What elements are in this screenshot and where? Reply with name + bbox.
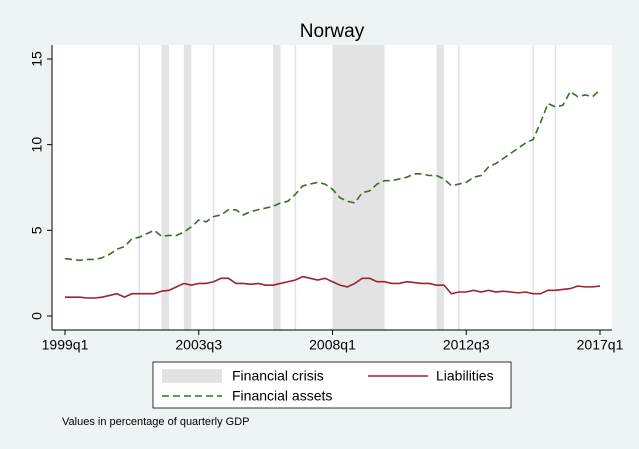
crisis-band (212, 45, 215, 330)
crisis-band (294, 45, 297, 330)
legend-swatch (162, 369, 222, 383)
line-series (65, 275, 601, 299)
legend-label: Financial crisis (232, 368, 324, 384)
x-tick-label: 2003q3 (175, 337, 222, 353)
crisis-band (332, 45, 385, 330)
crisis-band (532, 45, 534, 330)
crisis-band (436, 45, 444, 330)
crisis-band (273, 45, 281, 330)
crisis-band (183, 45, 192, 330)
crisis-band (554, 45, 557, 330)
crisis-band (138, 45, 141, 330)
x-tick-label: 1999q1 (42, 337, 89, 353)
x-tick-label: 2012q3 (443, 337, 490, 353)
line-series (64, 89, 601, 262)
x-tick-label: 2008q1 (309, 337, 356, 353)
x-tick-label: 2017q1 (577, 337, 624, 353)
legend-label: Financial assets (232, 388, 332, 404)
legend-label: Liabilities (436, 368, 494, 384)
crisis-band (458, 45, 460, 330)
y-tick-label: 5 (29, 226, 45, 234)
y-tick-label: 10 (29, 137, 45, 153)
crisis-band (161, 45, 170, 330)
chart-title: Norway (300, 21, 365, 42)
y-tick-label: 15 (29, 51, 45, 67)
y-tick-label: 0 (29, 312, 45, 320)
plot-area (52, 45, 612, 330)
note: Values in percentage of quarterly GDP (62, 416, 250, 428)
